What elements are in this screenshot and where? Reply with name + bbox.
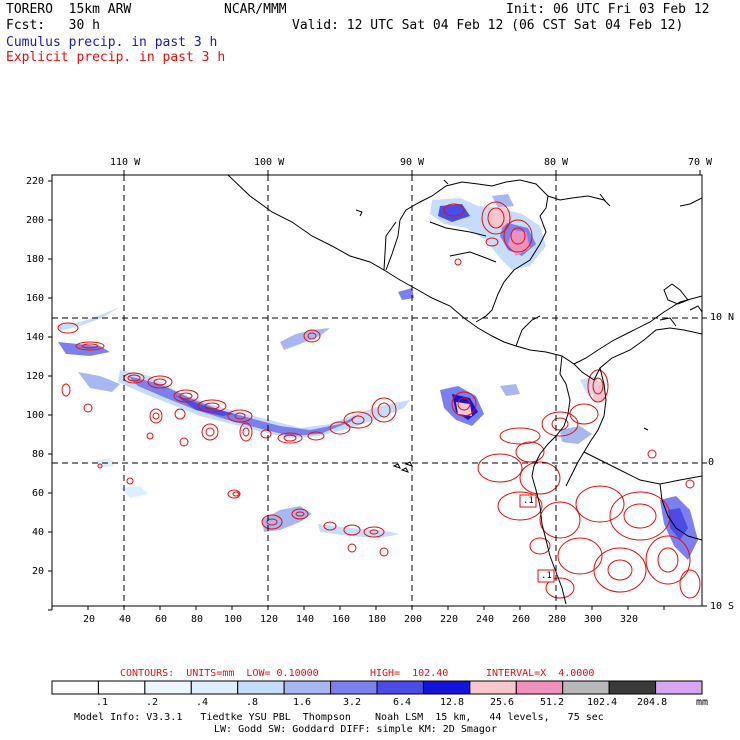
- model-title: TORERO 15km ARW: [6, 2, 132, 17]
- x-tick-label: 100: [224, 614, 243, 625]
- colorbar-label: .4: [196, 697, 209, 708]
- contour-label: .1: [541, 571, 552, 581]
- explicit-precip-legend: Explicit precip. in past 3 h: [6, 50, 226, 65]
- explicit-precip-contours: [57, 201, 701, 599]
- longitude-ticks: [123, 170, 701, 175]
- contour-interval: INTERVAL=X 4.0000: [486, 668, 595, 679]
- colorbar-label: .8: [246, 697, 259, 708]
- y-tick-label: 20: [32, 566, 45, 577]
- colorbar-label: 3.2: [343, 697, 362, 708]
- colorbar-swatch: [376, 680, 424, 695]
- organization-label: NCAR/MMM: [224, 2, 287, 17]
- colorbar-swatch: [608, 680, 657, 695]
- lon-label-70w: 70 W: [688, 157, 713, 168]
- forecast-hour: Fcst: 30 h: [6, 18, 100, 33]
- contour-label: .1: [523, 496, 534, 506]
- colorbar-swatch: [237, 680, 285, 695]
- x-tick-label: 320: [620, 614, 639, 625]
- colorbar-swatch: [51, 680, 99, 695]
- lat-label-0: 0: [708, 457, 715, 468]
- colorbar-swatch: [515, 680, 564, 695]
- y-tick-label: 200: [26, 215, 45, 226]
- lon-label-80w: 80 W: [544, 157, 569, 168]
- x-tick-label: 240: [476, 614, 495, 625]
- x-tick-label: 140: [296, 614, 315, 625]
- lon-label-100w: 100 W: [254, 157, 285, 168]
- model-physics: LW: Godd SW: Goddard DIFF: simple KM: 2D…: [214, 724, 497, 735]
- x-tick-label: 300: [584, 614, 603, 625]
- x-tick-label: 40: [119, 614, 132, 625]
- latitude-ticks: [702, 317, 707, 607]
- x-tick-label: 20: [83, 614, 96, 625]
- lon-label-90w: 90 W: [400, 157, 425, 168]
- colorbar-swatch: [330, 680, 378, 695]
- colorbar-swatch: [144, 680, 192, 695]
- y-tick-label: 180: [26, 254, 45, 265]
- y-tick-label: 40: [32, 527, 45, 538]
- colorbar-label: 204.8: [637, 697, 668, 708]
- x-tick-label: 280: [548, 614, 567, 625]
- colorbar-label: 102.4: [587, 697, 618, 708]
- colorbar-swatch: [190, 680, 239, 695]
- colorbar-label: 1.6: [293, 697, 312, 708]
- colorbar-swatch: [469, 680, 517, 695]
- lon-label-110w: 110 W: [110, 157, 141, 168]
- x-tick-label: 120: [260, 614, 279, 625]
- contour-label-boxes: [519, 494, 555, 583]
- y-tick-label: 60: [32, 488, 45, 499]
- x-tick-label: 200: [404, 614, 423, 625]
- colorbar-swatch: [562, 680, 610, 695]
- colorbar-swatch: [422, 680, 471, 695]
- x-grid-ticks: [51, 606, 665, 610]
- x-tick-label: 160: [332, 614, 351, 625]
- y-tick-label: 80: [32, 449, 45, 460]
- colorbar-label: 12.8: [440, 697, 465, 708]
- valid-time: Valid: 12 UTC Sat 04 Feb 12 (06 CST Sat …: [292, 18, 684, 33]
- colorbar-swatch: [283, 680, 332, 695]
- y-tick-label: 140: [26, 332, 45, 343]
- x-tick-label: 260: [512, 614, 531, 625]
- init-time: Init: 06 UTC Fri 03 Feb 12: [506, 2, 710, 17]
- cumulus-precip-legend: Cumulus precip. in past 3 h: [6, 35, 218, 50]
- contour-high: HIGH= 102.40: [370, 668, 449, 679]
- y-tick-label: 220: [26, 176, 45, 187]
- colorbar-swatch: [97, 680, 146, 695]
- coastlines: [227, 175, 702, 605]
- colorbar-swatch: [655, 680, 703, 695]
- colorbar-unit: mm: [696, 697, 709, 708]
- colorbar-label: .2: [146, 697, 159, 708]
- lat-label-10n: 10 N: [710, 312, 735, 323]
- colorbar-label: 51.2: [540, 697, 565, 708]
- graticule: [52, 175, 702, 606]
- lat-label-10s: 10 S: [710, 601, 735, 612]
- y-grid-ticks: [48, 180, 52, 611]
- contour-units: CONTOURS: UNITS=mm LOW= 0.10000: [120, 668, 319, 679]
- colorbar: [51, 680, 703, 695]
- colorbar-label: 6.4: [393, 697, 412, 708]
- colorbar-label: .1: [96, 697, 109, 708]
- x-tick-label: 220: [440, 614, 459, 625]
- x-tick-label: 180: [368, 614, 387, 625]
- colorbar-label: 25.6: [490, 697, 515, 708]
- y-tick-label: 100: [26, 410, 45, 421]
- y-tick-label: 120: [26, 371, 45, 382]
- y-tick-label: 160: [26, 293, 45, 304]
- model-info: Model Info: V3.3.1 Tiedtke YSU PBL Thomp…: [74, 712, 604, 723]
- x-tick-label: 80: [191, 614, 204, 625]
- x-tick-label: 60: [155, 614, 168, 625]
